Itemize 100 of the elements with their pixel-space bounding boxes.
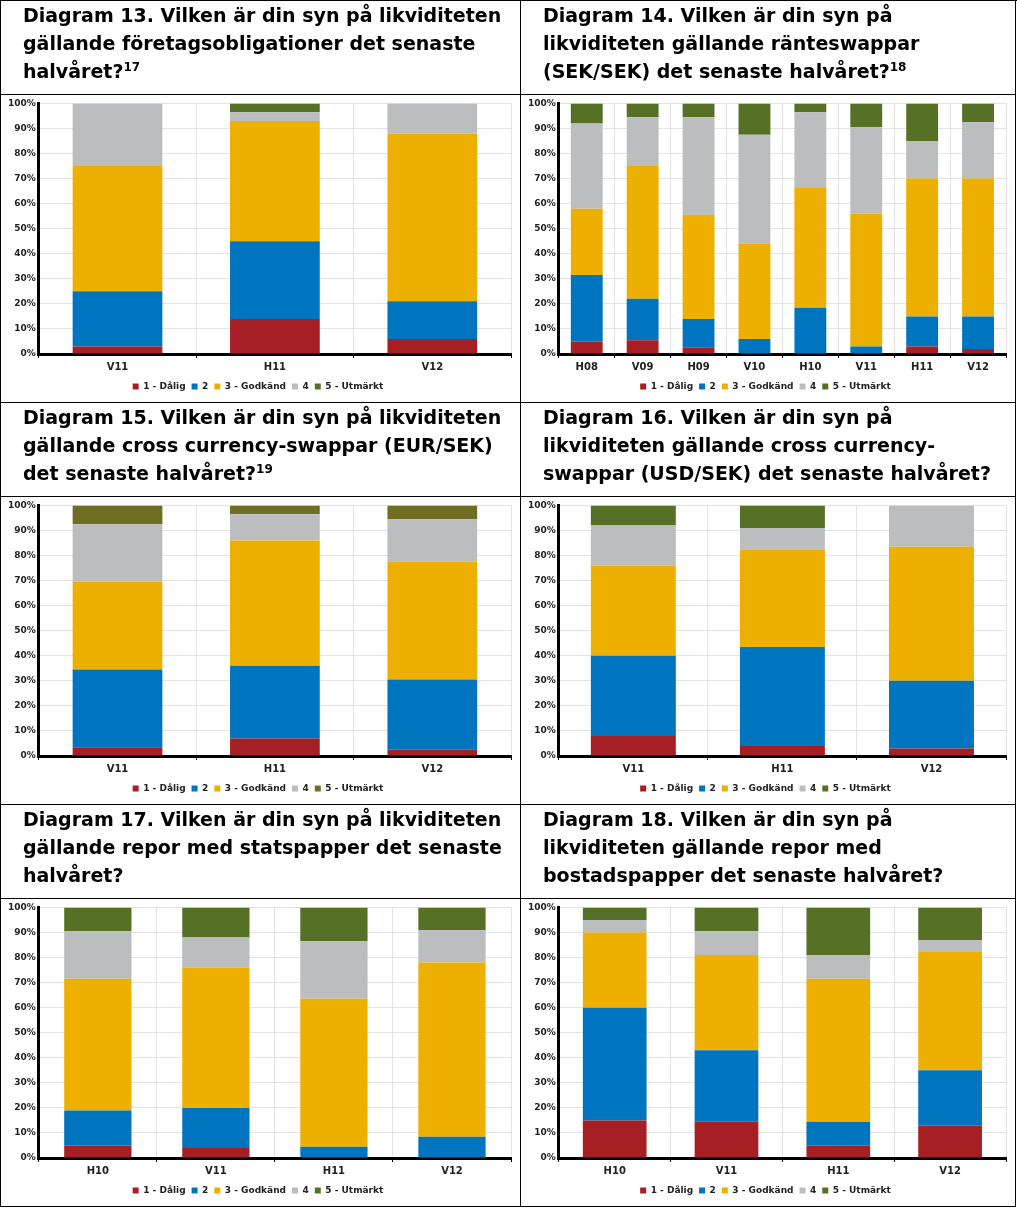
- y-tick-label: 20%: [14, 1102, 36, 1113]
- x-tick-label: H11: [263, 360, 287, 372]
- x-tick-label: V11: [106, 762, 129, 774]
- legend-label: 1 - Dålig: [143, 782, 186, 793]
- x-tick-label: H11: [771, 762, 794, 774]
- y-tick-label: 60%: [534, 197, 556, 208]
- y-tick-label: 90%: [534, 122, 556, 133]
- x-tick-label: V12: [939, 1164, 961, 1176]
- x-tick-label: V11: [855, 360, 878, 372]
- y-tick-label: 50%: [534, 223, 556, 234]
- y-tick-label: 20%: [534, 1102, 556, 1113]
- y-tick-label: 10%: [534, 1127, 556, 1138]
- y-tick-label: 60%: [534, 599, 556, 610]
- legend-label: 3 - Godkänd: [732, 782, 794, 793]
- chart-title: Diagram 18. Vilken är din syn på likviditeten gällande repor med bostadspapper det senaste halvåret?: [521, 805, 1015, 899]
- y-tick-label: 80%: [534, 147, 556, 158]
- y-tick-label: 60%: [14, 197, 36, 208]
- y-tick-label: 100%: [7, 901, 36, 912]
- chart-title: Diagram 13. Vilken är din syn på likviditeten gällande företagsobligationer det senaste halvåret?$^{17}$: [1, 1, 520, 95]
- chart-title: Diagram 14. Vilken är din syn på likviditeten gällande ränteswappar (SEK/SEK) det senaste halvåret?$^{18}$: [521, 1, 1015, 95]
- legend-label: 4: [302, 782, 309, 793]
- y-tick-label: 70%: [14, 172, 36, 183]
- legend-label: 5 - Utmärkt: [832, 380, 892, 391]
- x-tick-label: H11: [263, 762, 287, 774]
- y-tick-label: 30%: [14, 675, 36, 686]
- x-tick-label: H11: [322, 1164, 346, 1176]
- x-tick-label: H10: [86, 1164, 110, 1176]
- y-tick-label: 30%: [14, 273, 36, 284]
- y-tick-label: 70%: [14, 976, 36, 987]
- y-tick-label: 40%: [534, 650, 556, 661]
- legend-label: 2: [202, 1184, 209, 1195]
- legend-label: 1 - Dålig: [650, 1184, 694, 1195]
- x-tick-label: V11: [715, 1164, 738, 1176]
- y-tick-label: 80%: [534, 549, 556, 560]
- legend-label: 3 - Godkänd: [732, 1184, 794, 1195]
- y-tick-label: 50%: [14, 625, 36, 636]
- y-tick-label: 20%: [534, 700, 556, 711]
- y-tick-label: 0%: [540, 750, 556, 761]
- legend-label: 5 - Utmärkt: [832, 1184, 892, 1195]
- y-tick-label: 90%: [14, 122, 36, 133]
- y-tick-label: 30%: [534, 675, 556, 686]
- legend-label: 2: [202, 380, 209, 391]
- y-tick-label: 40%: [534, 248, 556, 259]
- legend-label: 2: [709, 782, 716, 793]
- y-tick-label: 50%: [14, 1027, 36, 1038]
- y-tick-label: 10%: [534, 725, 556, 736]
- legend-label: 5 - Utmärkt: [325, 782, 385, 793]
- y-tick-label: 0%: [20, 750, 36, 761]
- x-tick-label: H11: [827, 1164, 850, 1176]
- y-tick-label: 70%: [534, 574, 556, 585]
- y-tick-label: 20%: [534, 298, 556, 309]
- y-tick-label: 50%: [534, 1027, 556, 1038]
- y-tick-label: 10%: [14, 1127, 36, 1138]
- y-tick-label: 10%: [14, 725, 36, 736]
- y-tick-label: 60%: [534, 1001, 556, 1012]
- legend-label: 4: [810, 782, 817, 793]
- legend-label: 3 - Godkänd: [224, 1184, 287, 1195]
- x-tick-label: V12: [421, 762, 444, 774]
- y-tick-label: 90%: [534, 524, 556, 535]
- y-tick-label: 30%: [14, 1077, 36, 1088]
- y-tick-label: 70%: [14, 574, 36, 585]
- y-tick-label: 50%: [534, 625, 556, 636]
- y-tick-label: 100%: [7, 499, 36, 510]
- chart-title: Diagram 15. Vilken är din syn på likviditeten gällande cross currency-swappar (EUR/SEK) det senaste halvåret?$^{19}$: [1, 403, 520, 497]
- y-tick-label: 80%: [14, 951, 36, 962]
- y-tick-label: 100%: [527, 901, 556, 912]
- y-tick-label: 70%: [534, 172, 556, 183]
- x-tick-label: V12: [441, 1164, 463, 1176]
- x-tick-label: V12: [421, 360, 444, 372]
- legend-label: 3 - Godkänd: [732, 380, 794, 391]
- y-tick-label: 0%: [540, 1152, 556, 1163]
- y-tick-label: 40%: [14, 650, 36, 661]
- legend-label: 4: [810, 380, 817, 391]
- legend-label: 1 - Dålig: [143, 380, 186, 391]
- y-tick-label: 60%: [14, 1001, 36, 1012]
- x-tick-label: V11: [205, 1164, 227, 1176]
- y-tick-label: 10%: [14, 323, 36, 334]
- y-tick-label: 0%: [20, 348, 36, 359]
- y-tick-label: 90%: [534, 926, 556, 937]
- y-tick-label: 0%: [20, 1152, 36, 1163]
- x-tick-label: H09: [687, 360, 710, 372]
- y-tick-label: 0%: [540, 348, 556, 359]
- y-tick-label: 80%: [14, 549, 36, 560]
- legend-label: 1 - Dålig: [143, 1184, 186, 1195]
- y-tick-label: 30%: [534, 273, 556, 284]
- chart-title: Diagram 16. Vilken är din syn på likviditeten gällande cross currency-swappar (USD/SEK) det senaste halvåret?: [521, 403, 1015, 497]
- y-tick-label: 20%: [14, 700, 36, 711]
- x-tick-label: V11: [622, 762, 645, 774]
- legend-label: 5 - Utmärkt: [325, 1184, 385, 1195]
- y-tick-label: 100%: [527, 499, 556, 510]
- legend-label: 5 - Utmärkt: [832, 782, 892, 793]
- y-tick-label: 60%: [14, 599, 36, 610]
- legend-label: 5 - Utmärkt: [325, 380, 385, 391]
- y-tick-label: 20%: [14, 298, 36, 309]
- x-tick-label: V12: [920, 762, 943, 774]
- legend-label: 2: [709, 380, 716, 391]
- legend-label: 3 - Godkänd: [224, 380, 287, 391]
- x-tick-label: V11: [106, 360, 129, 372]
- y-tick-label: 80%: [534, 951, 556, 962]
- y-tick-label: 10%: [534, 323, 556, 334]
